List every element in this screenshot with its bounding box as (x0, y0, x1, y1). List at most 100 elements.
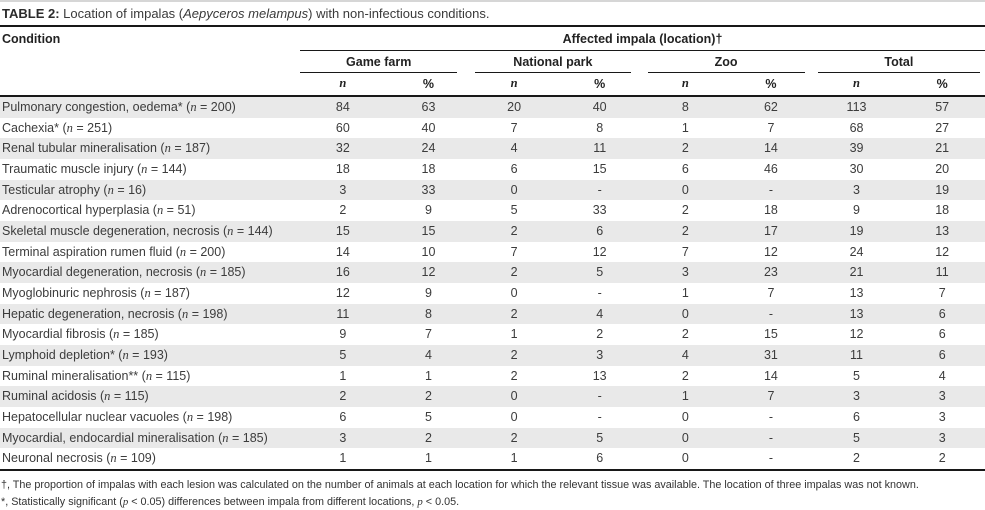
value-cell: 33 (421, 182, 436, 197)
value-cell: 7 (767, 286, 775, 301)
table-row: Renal tubular mineralisation (n = 187) 32… (0, 138, 985, 160)
table-title-species: Aepyceros melampus (183, 6, 309, 21)
column-group-zoo: Zoo (643, 51, 814, 73)
condition-cell: Adrenocortical hyperplasia (n = 51) (2, 203, 196, 218)
value-cell: 13 (849, 306, 864, 321)
value-cell: 5 (596, 265, 604, 280)
value-cell: 6 (556, 448, 643, 472)
value-cell: 5 (510, 203, 518, 218)
value-cell: 1 (339, 368, 347, 383)
condition-cell: Traumatic muscle injury (n = 144) (2, 162, 187, 177)
value-cell: 1 (385, 448, 472, 472)
value-cell: 0 (510, 182, 518, 197)
condition-cell: Myocardial degeneration, necrosis (n = 1… (2, 265, 246, 280)
value-cell: 2 (339, 389, 347, 404)
column-group-national-park-label: National park (475, 55, 631, 73)
value-cell: 20 (935, 162, 950, 177)
subcolumn-game-farm-pct: % (385, 73, 472, 97)
value-cell: 3 (681, 265, 689, 280)
condition-cell: Myocardial fibrosis (n = 185) (2, 327, 159, 342)
table-title: TABLE 2: Location of impalas (Aepyceros … (0, 2, 985, 27)
value-cell: 4 (510, 141, 518, 156)
value-cell: 0 (510, 410, 518, 425)
value-cell: 24 (421, 141, 436, 156)
table-row: Ruminal acidosis (n = 115) 2 2 0 - 1 7 3 3 (0, 386, 985, 408)
value-cell: 20 (507, 100, 522, 114)
value-cell: 8 (425, 306, 432, 321)
n-symbol: n (66, 120, 73, 135)
value-cell: 15 (421, 224, 436, 239)
value-cell: 18 (421, 162, 436, 177)
value-cell: 4 (596, 306, 604, 321)
condition-cell: Ruminal mineralisation** (n = 115) (2, 368, 191, 383)
value-cell: 7 (767, 389, 775, 404)
value-cell: 68 (849, 120, 864, 135)
value-cell: 7 (510, 244, 518, 259)
value-cell: 24 (849, 244, 864, 259)
value-cell: 0 (681, 182, 689, 197)
table-row: Cachexia* (n = 251) 60 40 7 8 1 7 68 27 (0, 118, 985, 139)
value-cell: 12 (421, 265, 436, 280)
subcolumn-national-park-pct: % (556, 73, 643, 97)
n-symbol: n (113, 327, 120, 342)
value-cell: 39 (849, 141, 864, 156)
value-cell: 84 (335, 100, 350, 114)
n-symbol: n (222, 430, 229, 445)
n-symbol: n (200, 265, 207, 280)
subcolumn-zoo-pct: % (728, 73, 814, 97)
n-symbol: n (186, 410, 194, 425)
value-cell: 11 (935, 265, 949, 280)
value-cell: 1 (510, 327, 518, 342)
column-header-condition: Condition (0, 27, 301, 97)
n-symbol: n (145, 368, 153, 383)
table-row: Hepatocellular nuclear vacuoles (n = 198… (0, 407, 985, 428)
condition-cell: Terminal aspiration rumen fluid (n = 200… (2, 244, 226, 259)
subcolumn-national-park-n: n (471, 73, 557, 97)
value-cell: 2 (339, 203, 347, 218)
value-cell: 1 (300, 448, 386, 472)
value-cell: 3 (339, 430, 347, 445)
value-cell: 0 (510, 389, 518, 404)
value-cell: 8 (596, 120, 604, 135)
table-title-text-after: ) with non-infectious conditions. (308, 6, 490, 21)
value-cell: 3 (853, 389, 860, 404)
value-cell: - (768, 182, 773, 197)
value-cell: 6 (339, 410, 347, 425)
value-cell: 3 (938, 389, 946, 404)
value-cell: 0 (642, 448, 729, 472)
value-cell: 7 (510, 120, 518, 135)
value-cell: 2 (681, 327, 689, 342)
value-cell: 0 (681, 410, 689, 425)
value-cell: 13 (935, 224, 950, 239)
value-cell: 6 (510, 162, 518, 177)
value-cell: 6 (938, 327, 946, 342)
value-cell: 12 (335, 286, 350, 301)
n-symbol: n (156, 203, 164, 218)
value-cell: - (728, 448, 814, 472)
table-row: Neuronal necrosis (n = 109) 1 1 1 6 0-2 2 (0, 448, 985, 472)
table-row: Myocardial, endocardial mineralisation (… (0, 427, 985, 449)
value-cell: 2 (681, 224, 689, 239)
value-cell: - (597, 286, 602, 301)
value-cell: 2 (813, 448, 900, 472)
value-cell: 2 (425, 430, 432, 445)
n-symbol: n (104, 389, 111, 404)
value-cell: 13 (849, 286, 864, 301)
condition-cell: Lymphoid depletion* (n = 193) (2, 348, 168, 363)
condition-cell: Renal tubular mineralisation (n = 187) (2, 141, 211, 156)
value-cell: 15 (592, 162, 607, 177)
value-cell: 40 (592, 100, 607, 114)
value-cell: 2 (596, 327, 604, 342)
n-symbol: n (107, 182, 114, 197)
condition-cell: Cachexia* (n = 251) (2, 120, 113, 135)
value-cell: 16 (335, 265, 350, 280)
value-cell: - (768, 410, 773, 425)
table-row: Adrenocortical hyperplasia (n = 51) 2 9 5 33… (0, 200, 985, 221)
table-row: Traumatic muscle injury (n = 144) 18 18 6 15… (0, 159, 985, 180)
value-cell: 19 (935, 182, 950, 197)
value-cell: 12 (935, 244, 950, 259)
value-cell: 3 (596, 348, 604, 363)
condition-cell: Ruminal acidosis (n = 115) (2, 389, 149, 404)
value-cell: 1 (471, 448, 557, 472)
value-cell: 5 (853, 368, 860, 383)
